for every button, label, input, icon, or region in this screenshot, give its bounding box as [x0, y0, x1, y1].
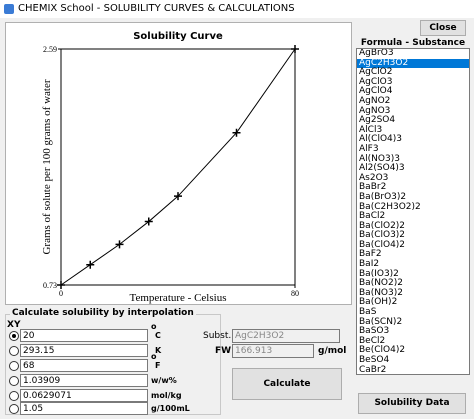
list-item[interactable]: Al2(SO4)3 [359, 163, 405, 174]
list-item[interactable]: BaS [359, 307, 377, 318]
x-tick-label: 0 [59, 289, 63, 298]
unit-label: g/100mL [151, 404, 190, 413]
subst-field: AgC2H3O2 [232, 329, 340, 343]
value-field[interactable]: 1.05 [20, 402, 148, 415]
substance-list[interactable]: AgBrO3 AgC2H3O2 AgClO2 AgClO3 AgClO4 AgNO2 AgN… [356, 48, 470, 375]
calculate-button[interactable]: Calculate [232, 368, 342, 400]
list-item[interactable]: Ba(ClO4)2 [359, 239, 406, 250]
list-item[interactable]: Ba(NO2)2 [359, 278, 403, 289]
list-item[interactable]: Be(ClO4)2 [359, 345, 406, 356]
list-item[interactable]: AgC2H3O2 [357, 58, 469, 69]
list-item[interactable]: BeCl2 [359, 335, 386, 346]
list-item[interactable]: Al(ClO4)3 [359, 134, 403, 145]
list-item[interactable]: As2O3 [359, 172, 389, 183]
subst-label: Subst. [203, 331, 232, 341]
title-bar: CHEMIX School - SOLUBILITY CURVES & CALC… [0, 0, 474, 18]
radio-button[interactable] [9, 331, 19, 341]
degree-sign: o [151, 352, 157, 361]
radio-button[interactable] [9, 404, 19, 414]
value-field[interactable]: 293.15 [20, 344, 148, 357]
plot-frame [60, 48, 296, 286]
unit-label: mol/kg [151, 391, 182, 400]
list-item[interactable]: BaF2 [359, 249, 382, 260]
unit-label: K [155, 346, 162, 355]
fw-unit: g/mol [318, 346, 347, 356]
list-item[interactable]: Ba(ClO2)2 [359, 220, 406, 231]
data-point [86, 260, 95, 269]
data-point [57, 281, 65, 289]
value-field[interactable]: 0.0629071 [20, 389, 148, 402]
list-item[interactable]: Ba(IO3)2 [359, 268, 399, 279]
value-field[interactable]: 20 [20, 329, 148, 342]
list-item[interactable]: BeSO4 [359, 355, 390, 365]
list-header: Formula - Substance [360, 38, 466, 48]
window-title: CHEMIX School - SOLUBILITY CURVES & CALC… [18, 3, 295, 14]
x-axis-label: Temperature - Celsius [130, 292, 227, 304]
list-item[interactable]: Ba(SCN)2 [359, 316, 403, 327]
x-tick-label: 80 [291, 289, 299, 298]
list-item[interactable]: BaCl2 [359, 211, 386, 222]
data-point [115, 240, 124, 249]
list-item[interactable]: Ag2SO4 [359, 115, 396, 126]
list-item[interactable]: AlF3 [359, 143, 379, 154]
data-point [174, 192, 182, 201]
degree-sign: o [151, 322, 157, 331]
radio-button[interactable] [9, 376, 19, 386]
solubility-curve [60, 48, 296, 286]
list-item[interactable]: Ba(NO3)2 [359, 287, 403, 298]
unit-label: w/w% [151, 376, 177, 385]
radio-button[interactable] [9, 346, 19, 356]
calc-group-title: Calculate solubility by interpolation [10, 308, 196, 318]
radio-button[interactable] [9, 391, 19, 401]
y-tick-label: 2.59 [43, 45, 57, 54]
list-item[interactable]: AgClO3 [359, 76, 393, 87]
y-axis-label: Grams of solute per 100 grams of water [41, 79, 53, 254]
solubility-data-button[interactable]: Solubility Data [358, 393, 466, 414]
list-item[interactable]: AgBrO3 [359, 48, 394, 58]
list-item[interactable]: AgNO3 [359, 105, 391, 116]
data-point [144, 217, 153, 226]
list-item[interactable]: BaI2 [359, 259, 380, 270]
radio-button[interactable] [9, 361, 19, 371]
list-item[interactable]: CaBr2 [359, 364, 387, 375]
data-point [291, 45, 299, 53]
unit-label: C [155, 331, 161, 340]
list-item[interactable]: AlCl3 [359, 124, 383, 135]
value-field[interactable]: 1.03909 [20, 374, 148, 387]
radio-dot [12, 334, 16, 338]
list-item[interactable]: Al(NO3)3 [359, 153, 400, 164]
chart: Solubility Curve Grams of solute per 100 … [5, 22, 352, 305]
list-item[interactable]: Ba(ClO3)2 [359, 230, 406, 241]
data-point [232, 128, 241, 137]
list-item[interactable]: BaSO3 [359, 326, 390, 337]
fw-label: FW [215, 346, 232, 356]
close-button[interactable]: Close [420, 20, 466, 36]
list-item[interactable]: Ba(BrO3)2 [359, 191, 407, 202]
fw-field: 166.913 [232, 344, 314, 358]
list-item[interactable]: BaBr2 [359, 182, 387, 193]
app-icon [4, 4, 14, 14]
list-item[interactable]: Ba(OH)2 [359, 297, 398, 308]
value-field[interactable]: 68 [20, 359, 148, 372]
list-item[interactable]: AgNO2 [359, 95, 391, 106]
y-tick-label: 0.73 [43, 281, 57, 290]
xy-header: XY [7, 320, 21, 330]
list-item[interactable]: AgClO4 [359, 86, 393, 97]
list-item[interactable]: Ba(C2H3O2)2 [359, 201, 421, 212]
unit-label: F [155, 361, 161, 370]
list-item[interactable]: AgClO2 [359, 67, 393, 78]
chart-title: Solubility Curve [133, 31, 223, 42]
